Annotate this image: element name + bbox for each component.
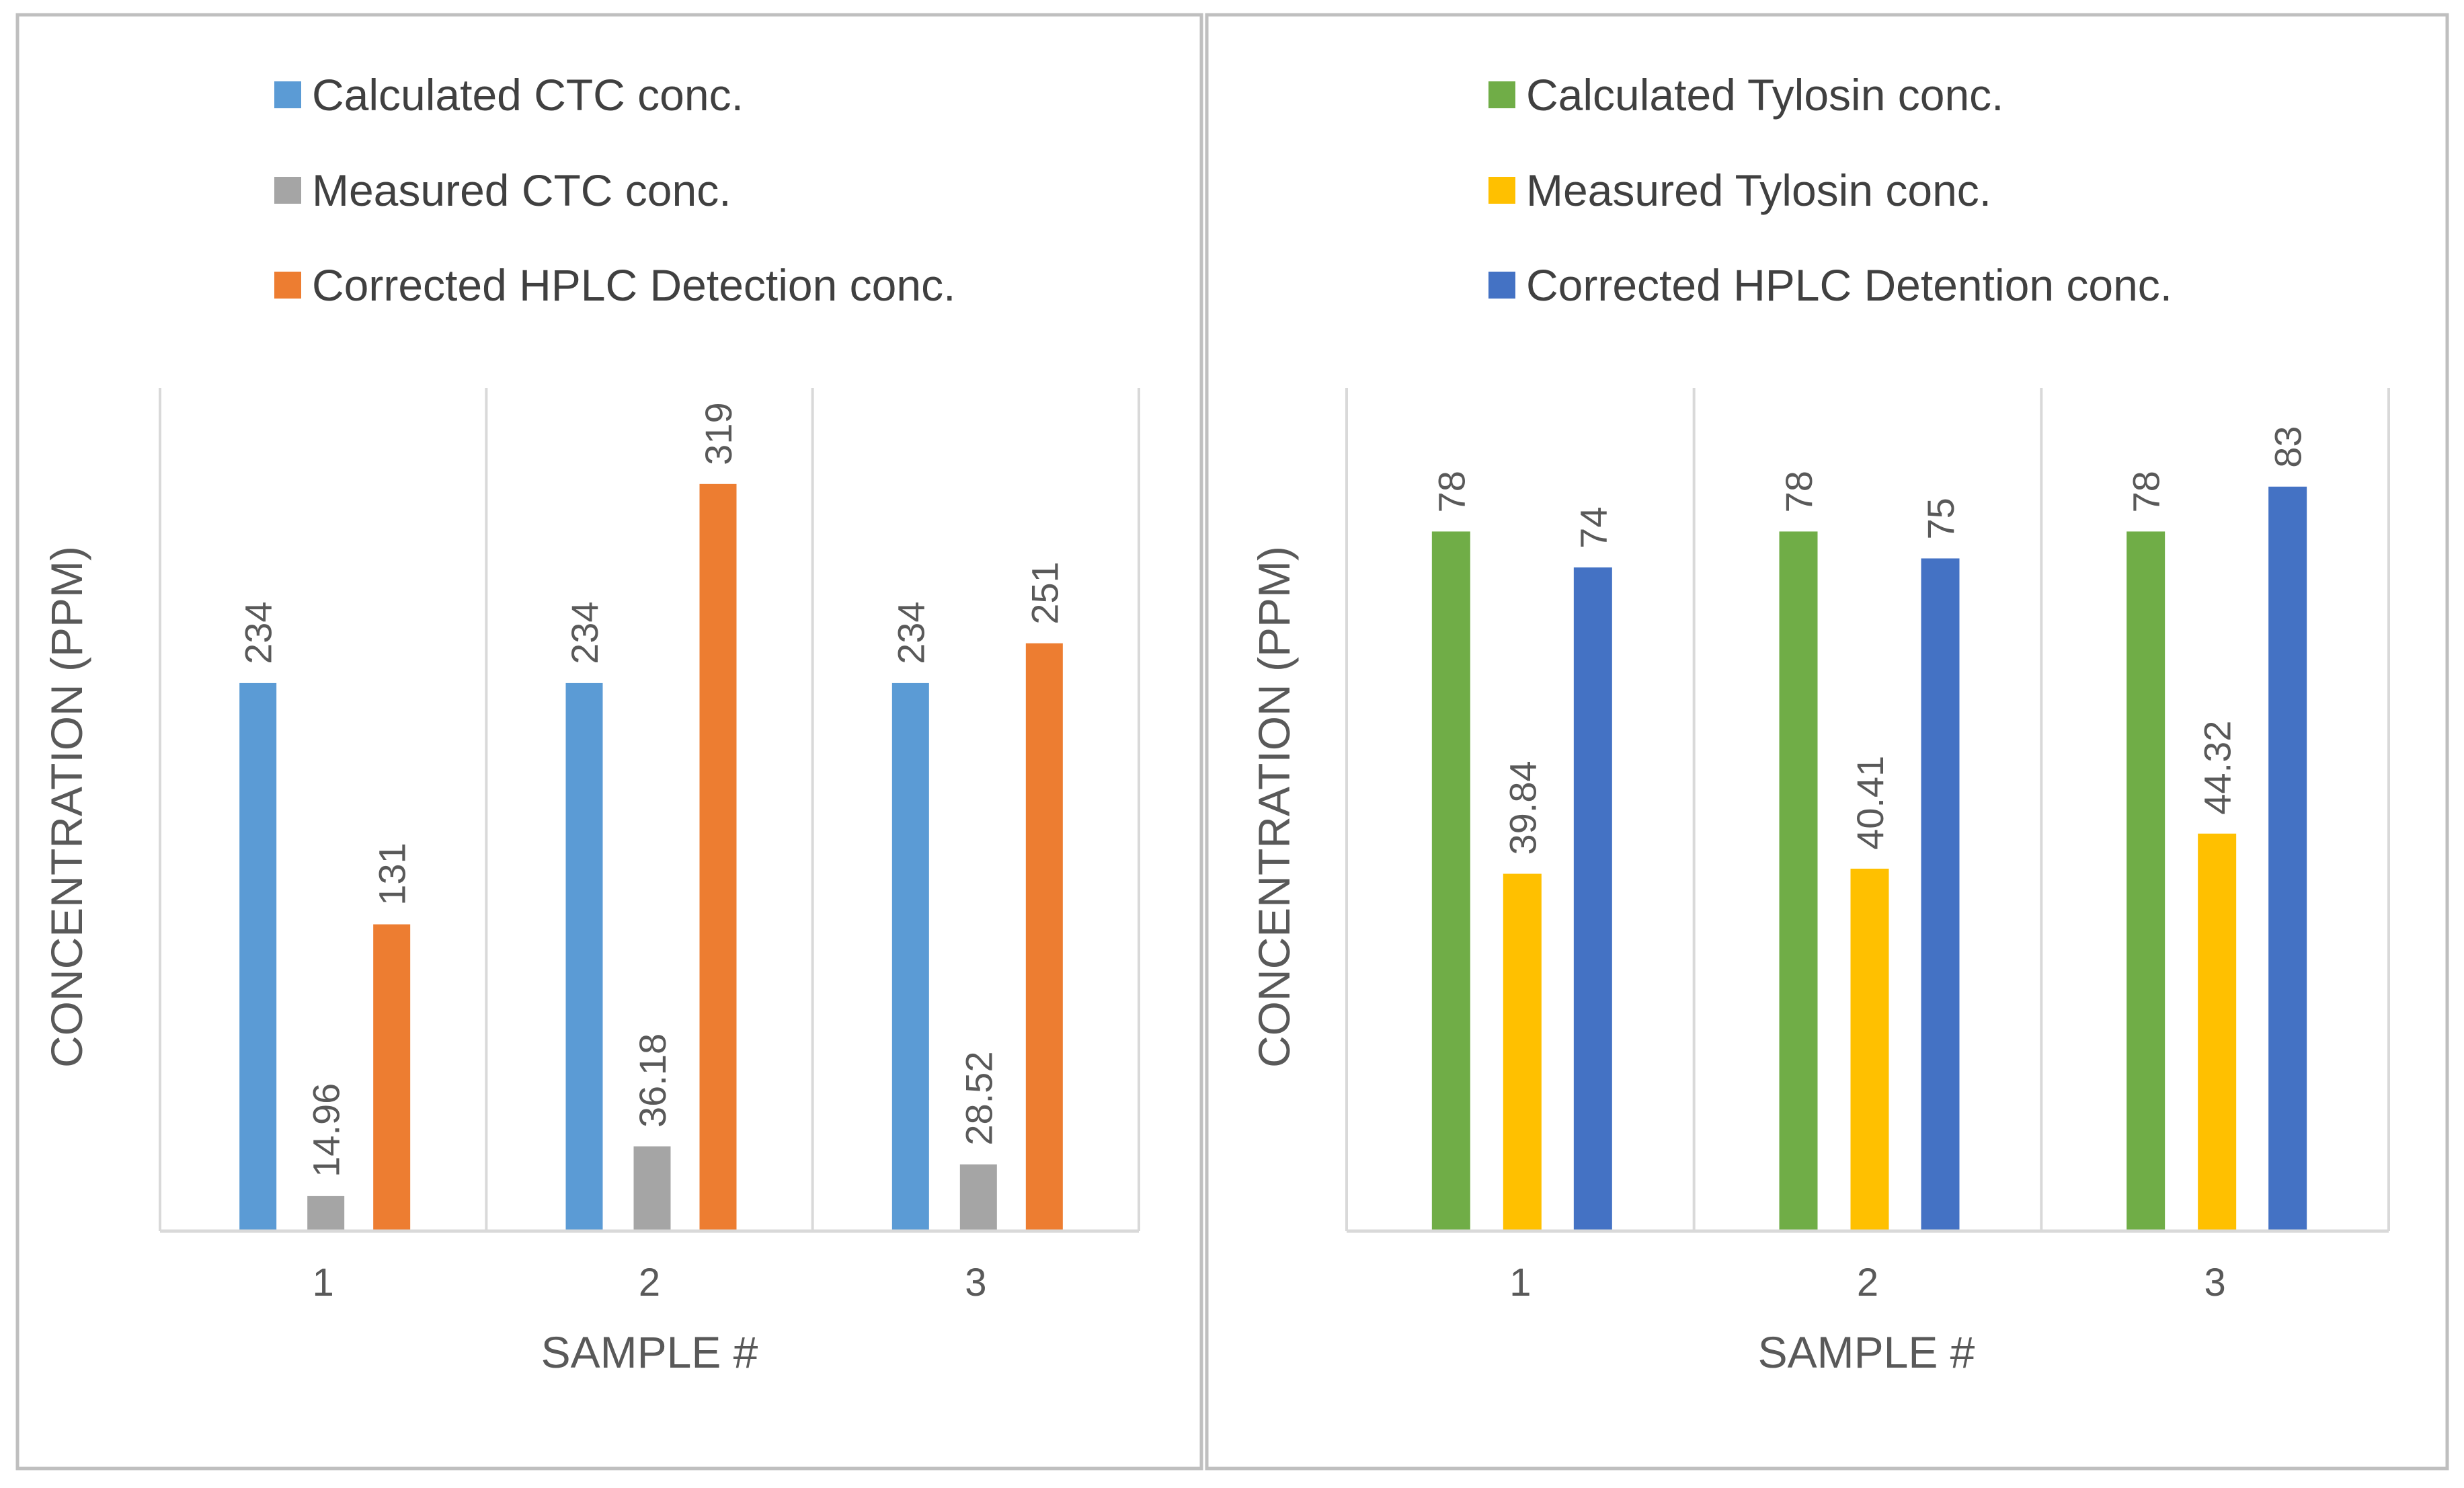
bar-1-sample-1 xyxy=(1431,531,1470,1232)
bar-3-sample-2 xyxy=(1921,558,1960,1231)
data-label: 74 xyxy=(1572,507,1614,549)
legend-swatch xyxy=(274,81,301,108)
legend-swatch xyxy=(1488,177,1515,204)
x-tick-label: 1 xyxy=(1509,1261,1531,1304)
data-label: 234 xyxy=(563,601,606,664)
legend-swatch xyxy=(274,177,301,204)
legend-label: Calculated CTC conc. xyxy=(312,70,744,120)
data-label: 78 xyxy=(1778,471,1820,512)
data-label: 234 xyxy=(237,601,280,664)
data-label: 40.41 xyxy=(1849,756,1891,850)
y-axis-title: CONCENTRATION (PPM) xyxy=(42,546,91,1068)
bar-3-sample-1 xyxy=(373,924,411,1231)
chart-frame xyxy=(1205,13,2449,1471)
legend-label: Measured Tylosin conc. xyxy=(1526,165,1991,215)
bar-1-sample-3 xyxy=(891,682,929,1231)
bar-3-sample-3 xyxy=(2268,486,2307,1232)
x-axis-title: SAMPLE # xyxy=(1758,1327,1975,1377)
bar-2-sample-1 xyxy=(307,1196,345,1231)
bar-1-sample-2 xyxy=(1779,531,1818,1232)
chart-panel-1: Calculated CTC conc. Measured CTC conc. Co… xyxy=(15,13,1203,1471)
bar-3-sample-1 xyxy=(1573,567,1612,1231)
legend-swatch xyxy=(1488,81,1515,108)
x-tick-label: 3 xyxy=(2204,1261,2226,1304)
bar-2-sample-3 xyxy=(959,1164,997,1231)
bar-1-sample-2 xyxy=(565,682,603,1231)
bar-1-sample-1 xyxy=(239,682,277,1231)
legend-swatch xyxy=(1488,272,1515,299)
bar-2-sample-2 xyxy=(633,1146,671,1231)
data-label: 36.18 xyxy=(631,1033,674,1128)
data-label: 78 xyxy=(2125,471,2168,512)
data-label: 251 xyxy=(1023,561,1066,624)
x-tick-label: 3 xyxy=(965,1261,986,1304)
x-axis-title: SAMPLE # xyxy=(541,1327,758,1377)
x-tick-label: 2 xyxy=(1857,1261,1878,1304)
data-label: 83 xyxy=(2267,426,2309,467)
bar-3-sample-2 xyxy=(699,483,737,1231)
legend-label: Calculated Tylosin conc. xyxy=(1526,70,2004,120)
data-label: 75 xyxy=(1919,498,1962,539)
x-tick-label: 1 xyxy=(313,1261,334,1304)
legend-label: Corrected HPLC Detection conc. xyxy=(312,260,955,310)
chart-panel-2: Calculated Tylosin conc. Measured Tylosin… xyxy=(1205,13,2449,1471)
legend-label: Corrected HPLC Detention conc. xyxy=(1526,260,2172,310)
data-label: 319 xyxy=(697,402,740,465)
y-axis-title: CONCENTRATION (PPM) xyxy=(1249,546,1299,1068)
data-label: 131 xyxy=(371,843,413,905)
x-tick-label: 2 xyxy=(639,1261,660,1304)
data-label: 28.52 xyxy=(957,1052,1000,1146)
legend-label: Measured CTC conc. xyxy=(312,165,731,215)
data-label: 234 xyxy=(889,601,932,664)
bar-1-sample-3 xyxy=(2127,531,2165,1232)
data-label: 14.96 xyxy=(305,1083,348,1177)
bar-2-sample-1 xyxy=(1503,873,1542,1231)
data-label: 78 xyxy=(1430,471,1472,512)
data-label: 44.32 xyxy=(2196,721,2239,815)
bar-2-sample-3 xyxy=(2198,833,2237,1231)
legend-swatch xyxy=(274,272,301,299)
bar-2-sample-2 xyxy=(1850,868,1889,1231)
chart-frame xyxy=(15,13,1203,1471)
bar-3-sample-3 xyxy=(1025,643,1063,1231)
data-label: 39.84 xyxy=(1501,760,1544,855)
